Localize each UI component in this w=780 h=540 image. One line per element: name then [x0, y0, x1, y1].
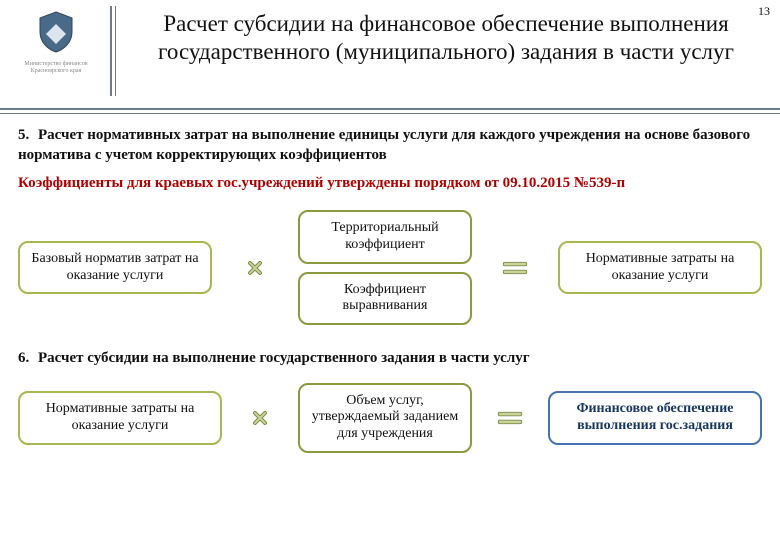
- crest-caption: Министерство финансов Красноярского края: [20, 61, 92, 74]
- item-6-number: 6.: [18, 349, 38, 369]
- item-6: 6.Расчет субсидии на выполнение государс…: [18, 349, 762, 369]
- formula-2: Нормативные затраты на оказание услуги О…: [18, 383, 762, 453]
- formula1-mid-bottom-box: Коэффициент выравнивания: [298, 272, 472, 326]
- item-6-text: Расчет субсидии на выполнение государств…: [38, 350, 530, 366]
- item-5-number: 5.: [18, 126, 38, 146]
- crest: Министерство финансов Красноярского края: [20, 10, 92, 74]
- equals-icon: [497, 405, 523, 431]
- formula-1: Базовый норматив затрат на оказание услу…: [18, 210, 762, 325]
- formula2-left-box: Нормативные затраты на оказание услуги: [18, 391, 222, 445]
- crest-icon: [36, 10, 76, 54]
- formula1-mid-stack: Территориальный коэффициент Коэффициент …: [298, 210, 472, 325]
- multiply-icon: [242, 255, 268, 281]
- item-5: 5.Расчет нормативных затрат на выполнени…: [18, 126, 762, 165]
- page-title: Расчет субсидии на финансовое обеспечени…: [130, 10, 762, 65]
- formula2-mid-box: Объем услуг, утверждаемый заданием для у…: [298, 383, 472, 453]
- formula1-mid-top-box: Территориальный коэффициент: [298, 210, 472, 264]
- equals-icon: [502, 255, 528, 281]
- item-5-text: Расчет нормативных затрат на выполнение …: [18, 127, 750, 163]
- header: Министерство финансов Красноярского края…: [0, 0, 780, 100]
- coefficients-note: Коэффициенты для краевых гос.учреждений …: [18, 175, 762, 192]
- header-divider: [110, 6, 112, 96]
- formula2-right-box: Финансовое обеспечение выполнения гос.за…: [548, 391, 762, 445]
- multiply-icon: [247, 405, 273, 431]
- content: 5.Расчет нормативных затрат на выполнени…: [0, 114, 780, 453]
- formula1-right-box: Нормативные затраты на оказание услуги: [558, 241, 762, 295]
- formula1-left-box: Базовый норматив затрат на оказание услу…: [18, 241, 212, 295]
